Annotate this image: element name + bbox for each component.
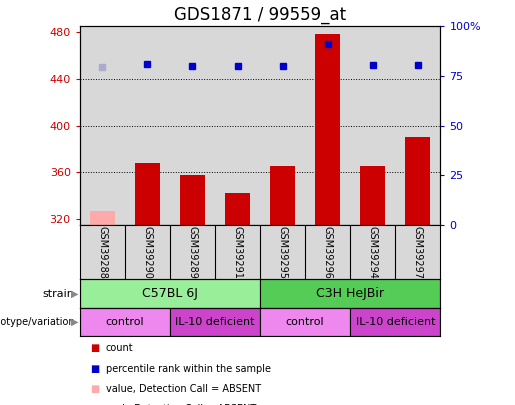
Text: GSM39288: GSM39288 xyxy=(97,226,107,279)
Title: GDS1871 / 99559_at: GDS1871 / 99559_at xyxy=(174,6,346,23)
Text: GSM39291: GSM39291 xyxy=(233,226,243,279)
Text: rank, Detection Call = ABSENT: rank, Detection Call = ABSENT xyxy=(106,404,256,405)
Bar xyxy=(170,308,260,336)
Bar xyxy=(405,137,430,225)
Bar xyxy=(270,166,295,225)
Text: control: control xyxy=(106,317,144,327)
Text: genotype/variation: genotype/variation xyxy=(0,317,75,327)
Text: ▶: ▶ xyxy=(71,317,79,327)
Bar xyxy=(260,279,440,308)
Text: ■: ■ xyxy=(90,404,99,405)
Bar xyxy=(180,175,205,225)
Text: ▶: ▶ xyxy=(71,289,79,298)
Text: C57BL 6J: C57BL 6J xyxy=(142,287,198,300)
Text: ■: ■ xyxy=(90,343,99,353)
Text: percentile rank within the sample: percentile rank within the sample xyxy=(106,364,270,373)
Bar xyxy=(90,211,115,225)
Text: GSM39290: GSM39290 xyxy=(143,226,152,279)
Text: C3H HeJBir: C3H HeJBir xyxy=(316,287,384,300)
Text: GSM39294: GSM39294 xyxy=(368,226,377,279)
Text: strain: strain xyxy=(43,289,75,298)
Bar xyxy=(315,34,340,225)
Text: ■: ■ xyxy=(90,364,99,373)
Text: ■: ■ xyxy=(90,384,99,394)
Bar xyxy=(135,163,160,225)
Bar xyxy=(225,193,250,225)
Text: count: count xyxy=(106,343,133,353)
Text: GSM39296: GSM39296 xyxy=(323,226,333,279)
Text: GSM39289: GSM39289 xyxy=(187,226,197,279)
Bar xyxy=(260,308,350,336)
Text: IL-10 deficient: IL-10 deficient xyxy=(175,317,255,327)
Bar xyxy=(360,166,385,225)
Text: control: control xyxy=(286,317,324,327)
Text: GSM39295: GSM39295 xyxy=(278,226,287,279)
Text: value, Detection Call = ABSENT: value, Detection Call = ABSENT xyxy=(106,384,261,394)
Bar xyxy=(80,279,260,308)
Text: GSM39297: GSM39297 xyxy=(413,226,423,279)
Bar xyxy=(80,308,170,336)
Text: IL-10 deficient: IL-10 deficient xyxy=(355,317,435,327)
Bar xyxy=(350,308,440,336)
